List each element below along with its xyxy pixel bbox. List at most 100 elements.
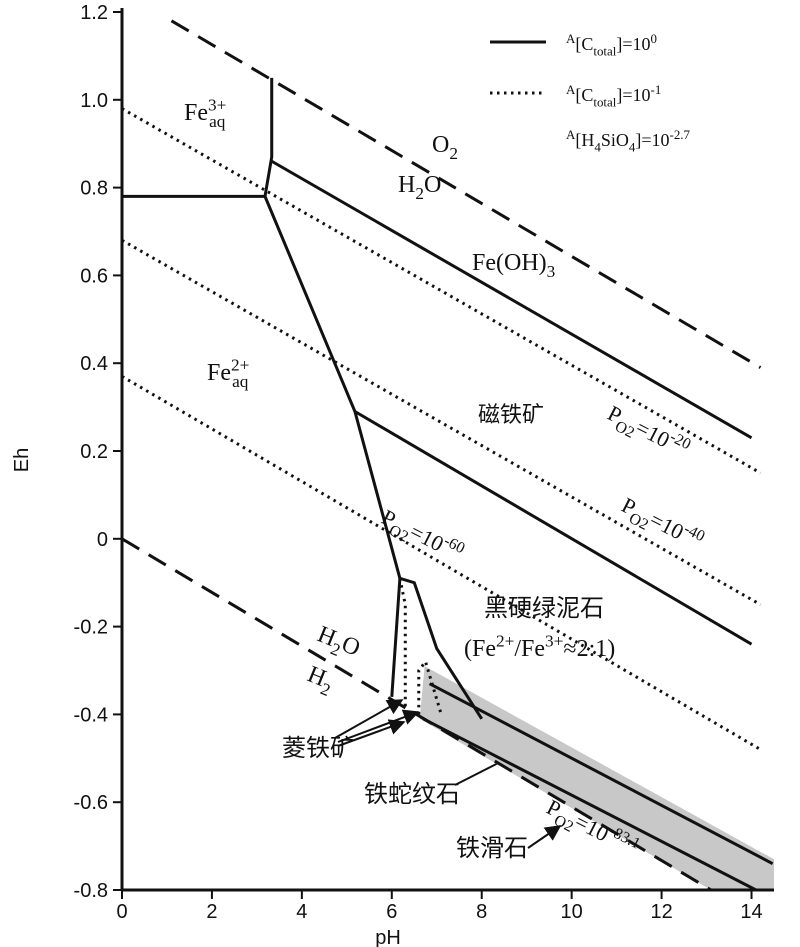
boundary-line (417, 658, 443, 715)
y-tick-label: -0.8 (74, 880, 108, 902)
text-part: Fe (184, 100, 208, 126)
boundary-line (170, 19, 762, 369)
boundary-line (422, 717, 757, 892)
text-part: -2.7 (670, 127, 691, 142)
annotation: H2O (312, 621, 364, 666)
x-tick-label: 14 (740, 901, 762, 923)
boundary-line (263, 77, 274, 197)
text-part: A (566, 31, 576, 46)
arrow (334, 699, 404, 739)
text-part: 4 (594, 139, 601, 154)
legend-label: A[Ctotal]=10-1 (566, 82, 661, 110)
y-tick-label: 0.8 (80, 178, 108, 200)
text-part: 磁铁矿 (478, 402, 544, 427)
x-tick-label: 2 (206, 901, 217, 923)
y-tick-label: 0.2 (80, 441, 108, 463)
text-part: aq (232, 372, 249, 391)
legend-label: A[Ctotal]=100 (566, 31, 657, 59)
text-part: Fe (207, 360, 231, 386)
annotation: Fe(OH)3 (472, 250, 555, 281)
annotation: PO2=10-40 (615, 491, 707, 559)
text-part: 0 (651, 31, 657, 46)
text-part: total (593, 43, 616, 58)
text-part: H (398, 172, 415, 198)
legend-label: A[H4SiO4]=10-2.7 (566, 127, 691, 155)
text-part: aq (209, 112, 226, 131)
annotation: 菱铁矿 (282, 735, 354, 762)
region (419, 666, 774, 890)
text-part: 铁滑石 (456, 835, 528, 862)
text-part: 3+ (208, 95, 226, 114)
annotation: H2 (302, 661, 338, 700)
y-axis-label: Eh (11, 448, 33, 472)
boundary-line (270, 159, 753, 440)
text-part: 2+ (496, 631, 514, 650)
boundary-line (121, 375, 762, 751)
annotation: H2O (398, 172, 441, 203)
arrow (337, 719, 406, 747)
text-part: 2 (449, 144, 458, 163)
y-tick-label: 0 (97, 529, 108, 551)
y-tick-label: -0.6 (74, 792, 108, 814)
text-part: O2 (626, 510, 651, 534)
boundary-line (354, 410, 753, 646)
text-part: [H (575, 130, 594, 150)
text-part: total (593, 94, 616, 109)
x-tick-label: 4 (296, 901, 307, 923)
annotation: 磁铁矿 (478, 402, 544, 427)
y-tick-label: 1.0 (80, 90, 108, 112)
boundary-line (121, 107, 762, 475)
text-part: =10 (646, 507, 688, 545)
text-part: ]=10 (635, 130, 669, 150)
boundary-line (390, 576, 483, 720)
x-tick-label: 10 (561, 901, 583, 923)
text-part: O2 (612, 418, 637, 442)
text-part: O (432, 132, 449, 158)
x-axis-label: pH (375, 927, 401, 947)
arrow (527, 825, 562, 849)
text-part: 黑硬绿泥石 (484, 595, 604, 622)
text-part: -1 (651, 82, 662, 97)
annotation: 铁滑石 (456, 835, 528, 862)
y-tick-label: 0.6 (80, 265, 108, 287)
y-tick-label: 1.2 (80, 2, 108, 24)
text-part: 2 (415, 184, 424, 203)
boundary-line (121, 238, 762, 606)
text-part: =10 (406, 519, 448, 557)
annotation: Fe3+ aq (184, 95, 226, 131)
text-part: 铁蛇纹石 (364, 781, 460, 808)
text-part: ]=10 (616, 34, 650, 54)
text-part: =10 (632, 415, 674, 453)
text-part: O2 (386, 522, 411, 546)
boundary-line (428, 682, 774, 865)
annotation: (Fe2+/Fe3+≈2:1) (464, 631, 615, 662)
x-tick-label: 0 (116, 901, 127, 923)
annotation: PO2=10-20 (601, 399, 693, 467)
text-part: 3 (547, 262, 556, 281)
annotation: 黑硬绿泥石 (484, 595, 604, 622)
y-tick-label: -0.4 (74, 704, 108, 726)
text-part: SiO (601, 130, 629, 150)
text-part: 4 (629, 139, 636, 154)
annotation: Fe2+ aq (207, 355, 249, 391)
y-tick-label: -0.2 (74, 617, 108, 639)
x-tick-label: 6 (386, 901, 397, 923)
text-part: [C (575, 34, 593, 54)
text-part: 3+ (545, 631, 563, 650)
text-part: A (566, 82, 576, 97)
text-part: O2 (551, 812, 576, 836)
text-part: ]=10 (616, 85, 650, 105)
text-part: O (424, 172, 441, 198)
text-part: Fe(OH) (472, 250, 547, 276)
boundary-line (398, 578, 407, 715)
x-tick-label: 8 (476, 901, 487, 923)
annotation: 铁蛇纹石 (364, 781, 460, 808)
text-part: ≈2:1) (563, 636, 615, 662)
arrow (337, 709, 420, 743)
y-tick-label: 0.4 (80, 353, 108, 375)
annotation: O2 (432, 132, 458, 163)
text-part: [C (575, 85, 593, 105)
text-part: (Fe (464, 636, 496, 662)
text-part: 菱铁矿 (282, 735, 354, 762)
